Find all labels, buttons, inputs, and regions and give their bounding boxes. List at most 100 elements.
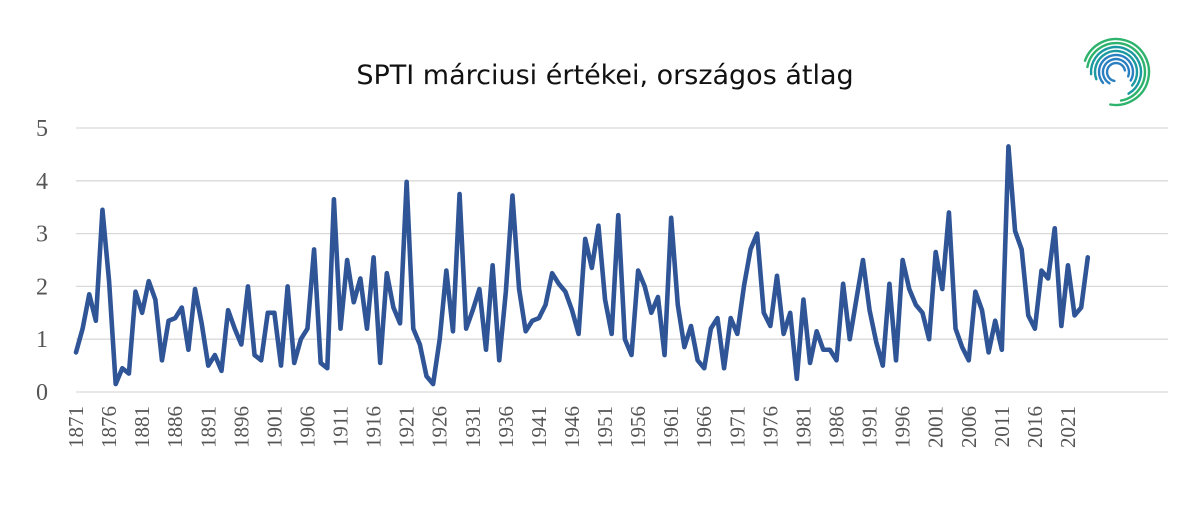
- data-point: [300, 338, 302, 341]
- data-point: [571, 309, 573, 311]
- x-tick-label: 1901: [262, 406, 286, 448]
- data-point: [108, 280, 110, 282]
- data-point: [650, 312, 653, 314]
- data-point: [723, 367, 725, 370]
- x-tick-label: 1911: [329, 406, 353, 447]
- y-axis-ticks: 0 1 2 3 4 5: [36, 116, 48, 406]
- data-point: [604, 298, 606, 301]
- data-point: [676, 304, 679, 306]
- data-point: [915, 304, 917, 306]
- data-point: [465, 327, 467, 330]
- data-point: [743, 285, 745, 288]
- data-point: [954, 327, 957, 330]
- data-point: [531, 319, 534, 322]
- data-point: [425, 375, 428, 377]
- logo-arc: [1083, 37, 1151, 107]
- data-point: [405, 181, 408, 183]
- logo-arc: [1093, 49, 1139, 87]
- data-point: [1034, 327, 1036, 330]
- data-point: [253, 354, 256, 356]
- data-point: [399, 322, 401, 325]
- data-point: [280, 364, 282, 367]
- data-point: [934, 251, 937, 253]
- x-tick-label: 1916: [362, 406, 386, 448]
- x-tick-label: 2006: [957, 406, 981, 448]
- chart-title: SPTI márciusi értékei, országos átlag: [356, 60, 853, 91]
- data-point: [75, 351, 77, 354]
- data-point: [637, 269, 639, 272]
- x-tick-label: 2001: [924, 406, 948, 448]
- data-point: [617, 214, 620, 216]
- data-point: [762, 312, 765, 314]
- x-tick-label: 1946: [560, 406, 584, 448]
- data-point: [829, 348, 831, 351]
- data-point: [987, 351, 990, 354]
- data-point: [822, 348, 825, 351]
- data-point: [419, 343, 421, 346]
- logo-arc: [1086, 41, 1147, 102]
- data-point: [386, 272, 388, 275]
- data-point: [776, 275, 778, 277]
- data-point: [445, 269, 448, 272]
- data-point: [782, 333, 785, 335]
- data-point: [181, 306, 183, 309]
- x-tick-label: 1881: [130, 406, 154, 448]
- x-tick-label: 1906: [295, 406, 319, 448]
- circular-swirl-logo-icon: [1083, 37, 1151, 107]
- data-point: [200, 322, 203, 325]
- data-point: [128, 372, 130, 375]
- data-point: [895, 359, 897, 362]
- data-point: [908, 288, 911, 290]
- x-tick-label: 2016: [1023, 406, 1047, 448]
- x-tick-label: 1931: [461, 406, 485, 448]
- data-point: [81, 327, 84, 330]
- data-point: [802, 298, 805, 301]
- data-point: [114, 383, 117, 385]
- data-point: [194, 288, 196, 290]
- x-tick-label: 1921: [395, 406, 419, 448]
- data-point: [412, 327, 415, 330]
- x-tick-label: 1891: [196, 406, 220, 448]
- data-point: [657, 296, 659, 298]
- data-point: [901, 259, 904, 261]
- data-point: [227, 309, 229, 311]
- x-tick-label: 1951: [593, 406, 617, 448]
- data-point: [1047, 277, 1049, 280]
- data-point: [498, 359, 501, 362]
- data-point: [1080, 306, 1082, 309]
- x-tick-label: 1991: [858, 406, 882, 448]
- data-point: [1027, 314, 1030, 317]
- data-point: [974, 290, 977, 293]
- data-point: [485, 348, 487, 351]
- y-tick-label: 0: [36, 380, 48, 406]
- data-point: [491, 264, 494, 267]
- data-point: [584, 238, 587, 240]
- data-point: [643, 285, 646, 288]
- data-point: [326, 367, 329, 370]
- data-point: [994, 319, 997, 322]
- data-point: [458, 193, 461, 195]
- data-point: [524, 330, 527, 333]
- data-point: [928, 338, 930, 341]
- data-point: [941, 288, 944, 290]
- data-point: [379, 362, 382, 364]
- data-point: [855, 298, 858, 301]
- x-tick-label: 1961: [659, 406, 683, 448]
- data-point: [848, 338, 851, 341]
- x-axis-ticks: 1871 1876 1881 1886 1891 1896 1901 1906 1911 1916…: [64, 406, 1080, 448]
- data-point: [630, 354, 633, 356]
- y-tick-label: 5: [36, 116, 48, 142]
- data-point: [591, 267, 593, 269]
- data-point: [888, 282, 891, 285]
- data-point: [1067, 264, 1069, 267]
- data-point: [981, 309, 983, 311]
- data-point: [471, 309, 474, 311]
- data-point: [663, 354, 666, 356]
- data-point: [319, 362, 322, 364]
- logo-arc: [1105, 61, 1127, 83]
- data-point: [478, 288, 481, 290]
- x-tick-label: 1871: [64, 406, 88, 448]
- data-point: [749, 248, 752, 251]
- data-point: [240, 343, 243, 346]
- series-line: [73, 144, 1091, 387]
